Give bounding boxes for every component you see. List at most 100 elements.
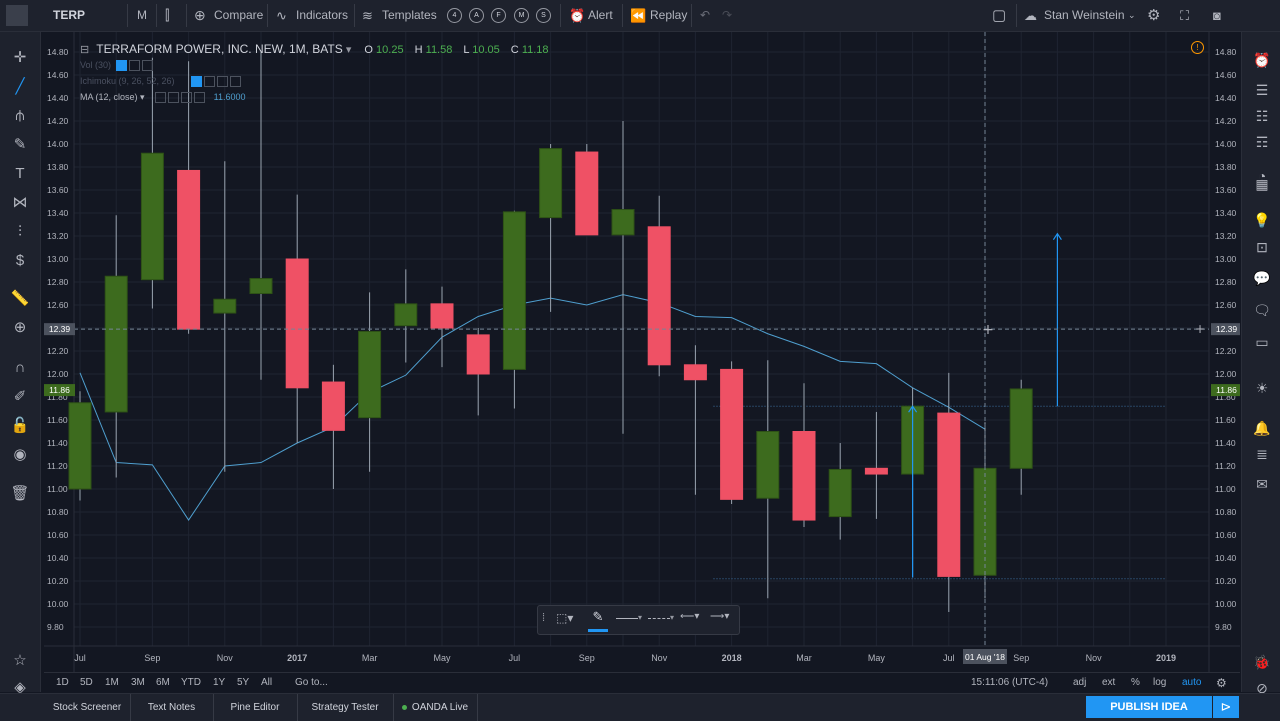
layout-s-button[interactable]: S (536, 8, 551, 23)
eye-icon[interactable] (191, 76, 203, 88)
close-icon[interactable] (141, 60, 153, 72)
warning-icon[interactable]: ! (1191, 41, 1204, 54)
settings-icon[interactable] (128, 60, 140, 72)
more-icon[interactable] (217, 76, 229, 88)
calendar-grid-icon[interactable]: ▦ (1255, 176, 1269, 192)
tab-pine-editor[interactable]: Pine Editor (213, 694, 298, 721)
goto-date-button[interactable]: Go to... (295, 677, 328, 688)
range-1m[interactable]: 1M (105, 677, 119, 688)
templates-icon[interactable]: ≋ (362, 8, 373, 23)
range-all[interactable]: All (261, 677, 273, 688)
range-6m[interactable]: 6M (156, 677, 170, 688)
private-chat-icon[interactable]: 🗨 (1253, 302, 1271, 318)
range-1d[interactable]: 1D (56, 677, 69, 688)
settings-gear-icon[interactable]: ⚙ (1147, 7, 1161, 24)
watchlist-icon[interactable]: ☰ (1255, 82, 1269, 98)
tab-oanda-live[interactable]: OANDA Live (393, 694, 478, 721)
cloud-icon[interactable]: ☁ (1024, 8, 1037, 23)
line-color-icon[interactable]: ✎ (588, 609, 608, 632)
publish-idea-button[interactable]: PUBLISH IDEA (1086, 696, 1212, 718)
text-icon[interactable]: T (15, 165, 25, 182)
ruler-icon[interactable]: 📏 (10, 290, 30, 307)
candlestick-chart[interactable]: +14.80 14.80 14.60 14.60 14.40 14.40 14.20 14.2… (44, 32, 1240, 672)
pattern-icon[interactable]: ⋈ (12, 194, 28, 211)
dom-icon[interactable]: ≣ (1256, 446, 1268, 462)
auto-toggle[interactable]: auto (1182, 677, 1202, 688)
help-icon[interactable]: ⊘ (1256, 680, 1268, 696)
select-area-icon[interactable]: ⬚▾ (556, 611, 574, 625)
alert-button[interactable]: Alert (588, 8, 613, 22)
layout-m-button[interactable]: M (514, 8, 529, 23)
fullscreen-layout-icon[interactable]: ▢ (992, 7, 1007, 24)
chevron-down-icon[interactable]: ▾ (140, 92, 145, 102)
ideas-lightbulb-icon[interactable]: 💡 (1253, 212, 1271, 228)
symbol-search[interactable]: TERP (53, 8, 86, 22)
log-toggle[interactable]: log (1153, 677, 1167, 688)
star-icon[interactable]: ☆ (13, 652, 27, 669)
ichimoku-indicator-legend[interactable]: Ichimoku (9, 26, 52, 26) (80, 76, 242, 88)
legend-dropdown-icon[interactable]: ▾ (345, 44, 352, 56)
compare-button[interactable]: Compare (214, 8, 264, 22)
ma-indicator-legend[interactable]: MA (12, close) ▾ 11.6000 (80, 92, 245, 104)
idea-bulb-icon[interactable]: ☀ (1255, 380, 1269, 396)
settings-icon[interactable] (204, 76, 216, 88)
chevron-down-icon[interactable]: ▾ (670, 613, 675, 622)
dollar-icon[interactable]: $ (15, 252, 25, 269)
brush-icon[interactable]: ✎ (13, 136, 27, 153)
more-icon[interactable] (181, 92, 193, 104)
vol-indicator-legend[interactable]: Vol (30) (80, 60, 153, 72)
undo-icon[interactable]: ↶ (700, 8, 711, 22)
trash-icon[interactable]: 🗑 (10, 485, 30, 502)
bug-icon[interactable]: 🐞 (1253, 654, 1271, 670)
adj-toggle[interactable]: adj (1073, 677, 1087, 688)
logo[interactable] (6, 5, 28, 26)
prediction-icon[interactable]: ⫶ (18, 223, 22, 240)
chevron-down-icon[interactable]: ▾ (638, 613, 643, 622)
line-width-dropdown[interactable] (616, 618, 638, 619)
eye-icon[interactable]: ◉ (13, 446, 27, 463)
legend-collapse-icon[interactable]: ⊟ (80, 44, 90, 56)
layout-f-button[interactable]: F (491, 8, 506, 23)
range-5d[interactable]: 5D (80, 677, 93, 688)
stay-drawing-icon[interactable]: ✐ (13, 388, 27, 405)
zoom-icon[interactable]: ⊕ (13, 319, 27, 336)
trend-line-icon[interactable]: ╱ (15, 78, 25, 95)
eye-icon[interactable] (155, 92, 167, 104)
details-icon[interactable]: ☶ (1255, 134, 1269, 150)
hotlist-icon[interactable]: ◔ (1257, 168, 1267, 184)
line-style-dropdown[interactable] (648, 618, 670, 619)
snapshot-camera-icon[interactable]: ◙ (1213, 8, 1221, 23)
tab-strategy-tester[interactable]: Strategy Tester (297, 694, 394, 721)
line-start-dropdown[interactable]: ⟵▾ (680, 611, 700, 622)
alert-icon[interactable]: ⏰ (569, 8, 586, 23)
line-end-dropdown[interactable]: ⟶▾ (710, 611, 730, 622)
chevron-down-icon[interactable]: ⌄ (1128, 10, 1136, 20)
lock-icon[interactable]: 🔓 (10, 417, 30, 434)
settings-icon[interactable] (168, 92, 180, 104)
chat-bubble-icon[interactable]: ✉ (1256, 476, 1268, 492)
ext-toggle[interactable]: ext (1102, 677, 1116, 688)
magnet-icon[interactable]: ∩ (14, 359, 26, 376)
replay-button[interactable]: Replay (650, 8, 688, 22)
redo-icon[interactable]: ↷ (722, 8, 733, 22)
layout-4-button[interactable]: 4 (447, 8, 462, 23)
streams-icon[interactable]: ⊡ (1256, 239, 1268, 255)
candle-type-icon[interactable]: ⫿ (165, 7, 170, 23)
notifications-icon[interactable]: 🔔 (1253, 420, 1271, 436)
percent-toggle[interactable]: % (1131, 677, 1140, 688)
chat-icon[interactable]: 💬 (1253, 270, 1271, 286)
messages-icon[interactable]: ▭ (1255, 334, 1269, 350)
fullscreen-icon[interactable]: ⛶ (1180, 8, 1190, 23)
chart-area[interactable]: +14.80 14.80 14.60 14.60 14.40 14.40 14.20 14.2… (44, 32, 1240, 672)
layers-icon[interactable]: ◈ (14, 679, 26, 696)
range-ytd[interactable]: YTD (181, 677, 201, 688)
clock-timezone[interactable]: 15:11:06 (UTC-4) (971, 677, 1049, 688)
range-1y[interactable]: 1Y (213, 677, 226, 688)
eye-icon[interactable] (115, 60, 127, 72)
close-icon[interactable] (230, 76, 242, 88)
close-icon[interactable] (194, 92, 206, 104)
compare-icon[interactable]: ⊕ (194, 7, 206, 23)
crosshair-icon[interactable]: ✛ (13, 49, 27, 66)
news-list-icon[interactable]: ☷ (1255, 108, 1269, 124)
interval-selector[interactable]: M (137, 8, 147, 22)
